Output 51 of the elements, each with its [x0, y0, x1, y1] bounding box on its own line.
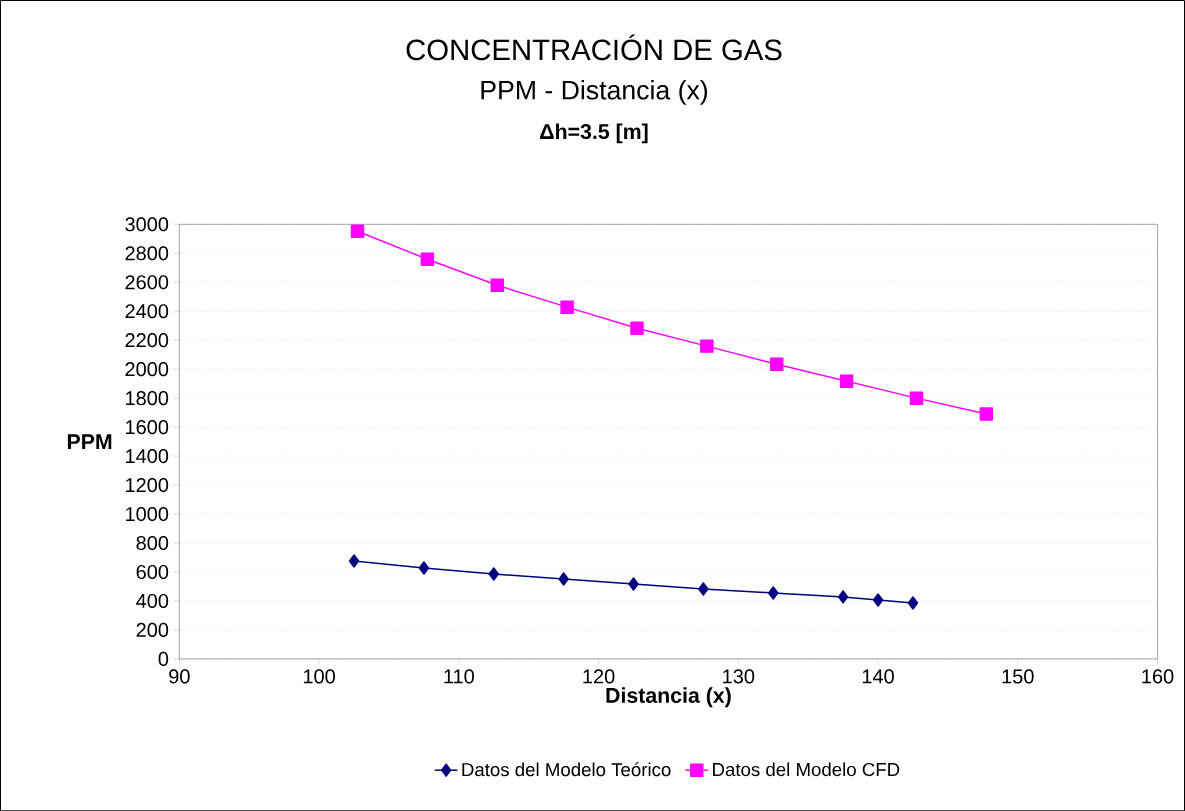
legend-label: Datos del Modelo Teórico	[462, 762, 671, 777]
point	[418, 561, 430, 575]
point	[872, 593, 884, 607]
point	[348, 554, 360, 568]
y-tick-label: 2800	[125, 246, 169, 261]
point	[350, 224, 365, 238]
chart-title: CONCENTRACIÓN DE GAS	[406, 34, 782, 61]
text: Δh=3.5 [m]	[540, 123, 648, 144]
point	[770, 357, 784, 371]
point	[488, 567, 499, 581]
y-tick-label: 800	[136, 535, 169, 550]
y-tick-label: 2200	[125, 332, 169, 348]
point	[420, 252, 435, 266]
point	[837, 590, 849, 604]
point	[768, 586, 779, 600]
chart-subtitle: PPM - Distancia (x)	[481, 79, 708, 105]
legend-label: Datos del Modelo CFD	[713, 762, 900, 776]
y-tick-label: 2400	[125, 304, 169, 319]
y-tick-label: 2000	[125, 361, 169, 377]
y-tick-label: 1600	[126, 419, 169, 435]
y-tick-label: 1200	[126, 477, 169, 492]
point	[907, 596, 919, 610]
x-tick-label: 120	[583, 669, 615, 684]
x-tick-label: 90	[169, 669, 190, 684]
point	[490, 278, 504, 292]
y-tick-label: 1800	[126, 390, 169, 406]
y-tick-label: 400	[136, 593, 169, 608]
y-tick-label: 600	[136, 564, 169, 579]
point	[560, 300, 574, 314]
point	[839, 374, 854, 388]
x-tick-label: 100	[303, 669, 335, 684]
x-axis-title: Distancia (x)	[606, 687, 731, 708]
point	[630, 321, 644, 335]
y-tick-label: 200	[136, 622, 169, 637]
x-tick-label: 150	[1002, 669, 1034, 684]
x-tick-label: 130	[723, 669, 755, 684]
y-tick-label: 2600	[125, 275, 169, 290]
point	[909, 391, 924, 405]
y-tick-label: 1400	[126, 448, 169, 464]
x-tick-label: 160	[1142, 669, 1174, 684]
x-tick-label: 140	[862, 669, 894, 684]
y-axis-title: PPM	[67, 434, 112, 449]
point	[700, 339, 714, 353]
point	[628, 577, 639, 591]
point	[979, 407, 994, 421]
point	[698, 582, 709, 596]
y-tick-label: 1000	[126, 506, 169, 521]
y-tick-label: 0	[158, 651, 169, 666]
x-tick-label: 110	[444, 669, 474, 684]
y-tick-label: 3000	[125, 217, 169, 232]
point	[558, 572, 569, 586]
